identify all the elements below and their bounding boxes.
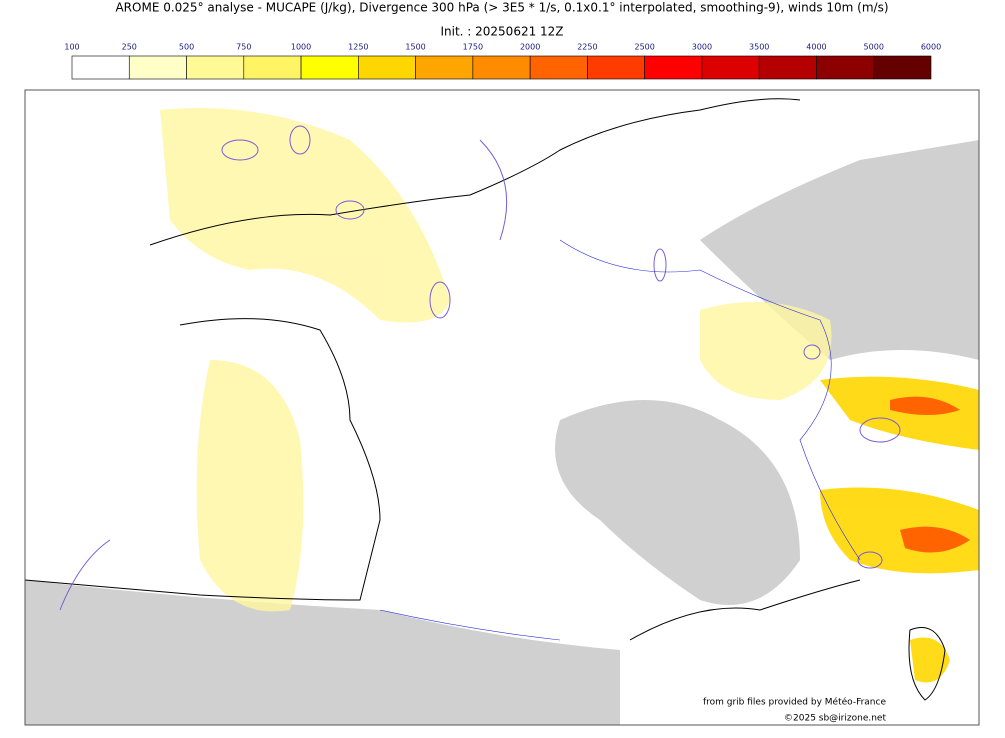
colorbar-box (758, 55, 817, 80)
colorbar-box (529, 55, 588, 80)
colorbar-tick-label: 100 (64, 43, 79, 52)
colorbar-box (644, 55, 703, 80)
colorbar-tick-label: 6000 (921, 43, 941, 52)
colorbar-box (587, 55, 645, 80)
colorbar-tick-label: 1750 (463, 43, 483, 52)
map (24, 89, 980, 726)
colorbar-box (186, 55, 245, 80)
colorbar-tick-label: 3500 (749, 43, 769, 52)
colorbar-box (701, 55, 760, 80)
credit: ©2025 sb@irizone.net (784, 714, 886, 724)
colorbar-box (358, 55, 416, 80)
init-time: Init. : 20250621 12Z (440, 25, 563, 39)
colorbar: 100 250 500 750 1000 1250 1500 1750 2000 2250 2500… (64, 43, 941, 80)
divergence-contour (59, 125, 901, 611)
cape-yellow (160, 108, 832, 612)
credit: from grib files provided by Météo-France (703, 697, 886, 708)
colorbar-tick-label: 750 (236, 43, 251, 52)
cape-red (890, 396, 970, 553)
colorbar-tick-label: 2250 (577, 43, 597, 52)
colorbar-tick-label: 2500 (634, 43, 654, 52)
title: AROME 0.025° analyse - MUCAPE (J/kg), Di… (115, 1, 888, 15)
colorbar-tick-label: 4000 (806, 43, 826, 52)
colorbar-box (71, 55, 130, 80)
colorbar-box (816, 55, 875, 80)
colorbar-tick-label: 3000 (692, 43, 712, 52)
map-frame (24, 89, 980, 726)
colorbar-tick-label: 250 (122, 43, 137, 52)
colorbar-box (128, 55, 187, 80)
colorbar-tick-label: 500 (179, 43, 194, 52)
colorbar-box (415, 55, 474, 80)
coastline (25, 98, 946, 701)
colorbar-tick-label: 1000 (291, 43, 311, 52)
colorbar-box (873, 55, 932, 80)
colorbar-box (243, 55, 302, 80)
colorbar-box (300, 55, 359, 80)
colorbar-tick-label: 1250 (348, 43, 368, 52)
colorbar-box (472, 55, 531, 80)
border (379, 239, 861, 641)
colorbar-tick-label: 2000 (520, 43, 540, 52)
colorbar-tick-label: 5000 (864, 43, 884, 52)
colorbar-tick-label: 1500 (405, 43, 425, 52)
